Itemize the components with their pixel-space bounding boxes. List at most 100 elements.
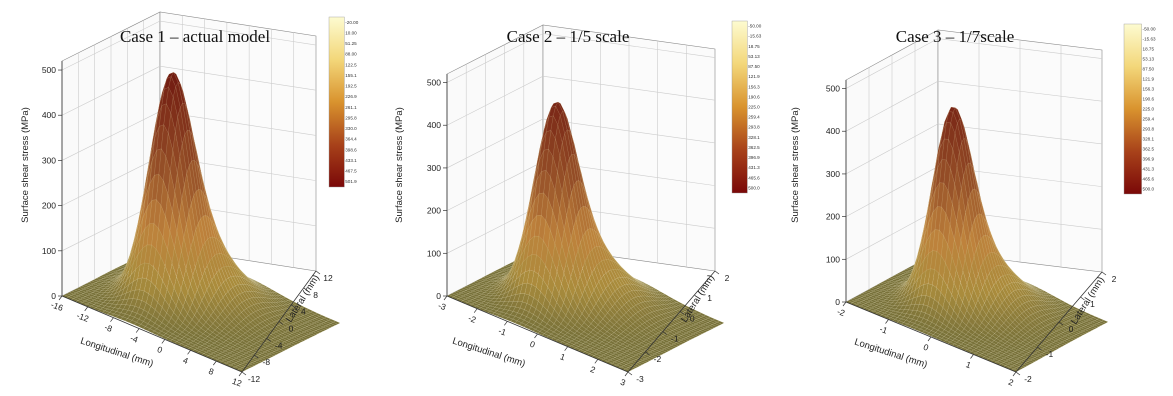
surface-facet (293, 340, 302, 344)
surface-facet (1013, 367, 1021, 371)
colorbar-label: 190.6 (748, 94, 760, 99)
z-tick-label: 200 (826, 212, 840, 222)
surface-facet (1029, 358, 1038, 363)
x-tick-label: -4 (129, 333, 140, 345)
colorbar-label: 225.0 (748, 105, 760, 110)
y-tick-label: 2 (725, 273, 730, 283)
surface-facet (673, 342, 682, 347)
chart-title: Case 2 – 1/5 scale (507, 27, 630, 46)
z-tick-label: 300 (427, 163, 441, 173)
surface-facet (687, 335, 696, 339)
z-tick-label: 300 (42, 155, 56, 165)
colorbar-label: 192.5 (345, 84, 357, 89)
surface-facet (305, 334, 314, 338)
y-tick (303, 287, 308, 292)
colorbar-label: 53.13 (748, 54, 760, 59)
x-tick (443, 295, 448, 301)
x-tick-label: 12 (231, 376, 244, 389)
colorbar-label: -15.63 (748, 34, 761, 39)
x-tick-label: -1 (497, 326, 508, 338)
z-tick-label: 400 (42, 110, 56, 120)
y-tick-label: -1 (671, 334, 679, 344)
y-tick (291, 304, 296, 308)
x-tick-label: 3 (619, 377, 627, 388)
colorbar-label: 330.0 (345, 126, 357, 131)
surface-facet (690, 333, 698, 338)
x-axis-line (61, 295, 243, 373)
colorbar-gradient (731, 20, 748, 194)
x-axis-label: Longitudinal (mm) (451, 336, 527, 370)
z-tick-label: 200 (42, 201, 56, 211)
x-tick (135, 328, 140, 333)
colorbar-label: 293.8 (748, 125, 760, 130)
colorbar-label: 155.1 (345, 73, 357, 78)
colorbar-label: -20.00 (345, 20, 358, 25)
surface-facet (1022, 362, 1031, 366)
x-tick-label: 2 (589, 364, 597, 375)
colorbar-label: 261.1 (345, 105, 357, 110)
y-tick-label: 12 (323, 273, 333, 283)
y-tick-label: 1 (707, 293, 712, 303)
y-tick (679, 311, 685, 315)
z-gridline (845, 80, 1103, 132)
colorbar: -20.0010.0051.2588.00122.5155.1192.5226.… (328, 16, 359, 188)
surface-facet (300, 336, 309, 341)
z-tick-label: 500 (42, 65, 56, 75)
x-tick-label: 0 (529, 339, 537, 350)
surface-mesh (845, 106, 1109, 373)
colorbar-label: 362.5 (748, 145, 760, 150)
x-tick (161, 339, 166, 344)
x-tick (624, 371, 629, 377)
x-tick (534, 333, 538, 339)
x-tick (187, 350, 191, 355)
y-tick-label: -2 (654, 354, 662, 364)
y-tick (278, 321, 284, 325)
x-tick-label: -12 (75, 310, 90, 324)
colorbar-label: 501.9 (345, 179, 357, 184)
colorbar-label: 431.3 (748, 165, 760, 170)
colorbar-label: 295.8 (345, 115, 357, 120)
x-tick (58, 295, 63, 301)
x-tick-label: 0 (156, 344, 164, 355)
z-tick-label: 0 (51, 291, 56, 301)
z-tick-label: 400 (826, 126, 840, 136)
z-axis-label: Surface shear stress (MPa) (20, 107, 31, 223)
surface-facet (1094, 323, 1102, 327)
surface-facet (695, 331, 703, 336)
z-tick-label: 500 (826, 84, 840, 94)
x-tick-label: -16 (50, 299, 65, 313)
y-axis-line (627, 270, 716, 373)
surface-facet (1098, 321, 1107, 325)
colorbar-label: 121.9 (748, 74, 760, 79)
colorbar-label: 226.9 (345, 94, 357, 99)
y-tick-label: 0 (289, 324, 294, 334)
colorbar-label: 87.50 (748, 64, 760, 69)
y-tick-label: 0 (690, 313, 695, 323)
x-axis-label: Longitudinal (mm) (79, 336, 155, 370)
z-tick-label: 400 (427, 120, 441, 130)
x-tick-label: 4 (182, 355, 190, 366)
x-tick (564, 346, 568, 351)
x-tick-label: 1 (559, 351, 567, 362)
z-tick-label: 0 (436, 291, 441, 301)
colorbar-label: 156.3 (748, 84, 760, 89)
x-tick (84, 306, 88, 312)
colorbar-label: -50.00 (748, 24, 761, 29)
y-tick-label: -3 (636, 374, 644, 384)
y-tick-label: -8 (263, 357, 271, 367)
surface-facet (683, 337, 691, 342)
x-tick (213, 360, 217, 366)
y-tick (627, 371, 633, 376)
y-tick-label: -4 (275, 340, 283, 350)
z-gridline (845, 38, 1103, 89)
x-tick-label: -8 (103, 322, 114, 334)
x-tick (594, 359, 599, 364)
colorbar-label: 398.6 (345, 147, 357, 152)
colorbar-label: 364.4 (345, 137, 357, 142)
x-tick-label: -2 (467, 313, 478, 325)
z-tick-label: 300 (826, 169, 840, 179)
surface-facet (678, 340, 686, 344)
colorbar-label: 465.6 (748, 175, 760, 180)
